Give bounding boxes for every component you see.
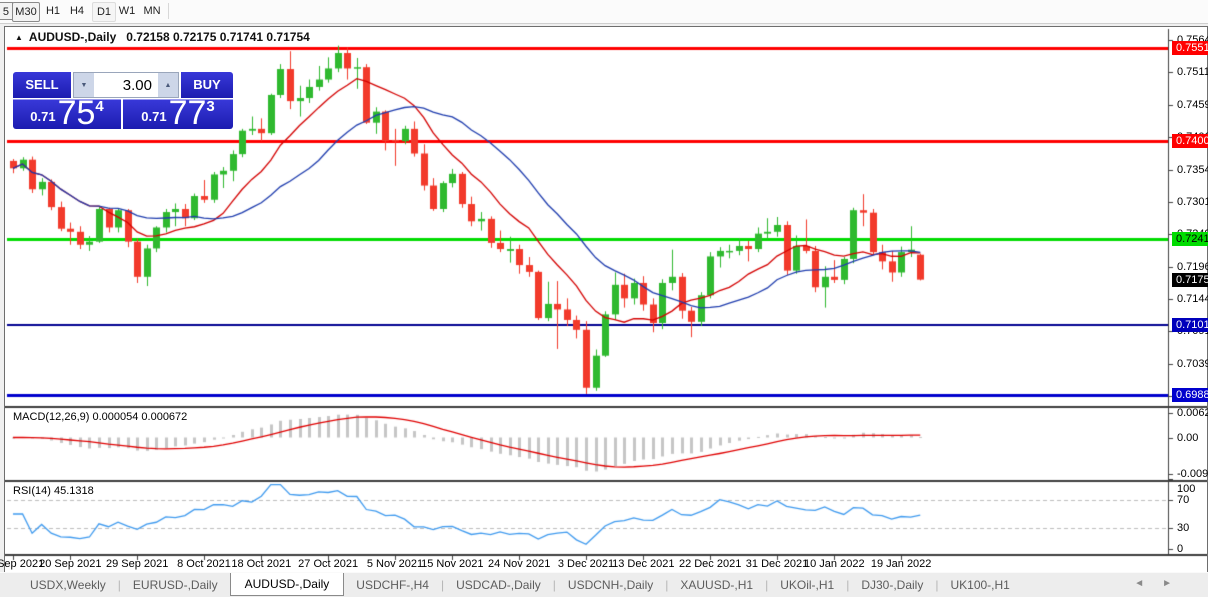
sell-button[interactable]: SELL [13, 72, 71, 98]
tab-separator: | [935, 578, 939, 592]
tab-separator: | [117, 578, 121, 592]
price-badge: 0.69884 [1172, 387, 1208, 402]
date-label[interactable]: 20 Sep 2021 [39, 558, 102, 570]
date-label[interactable]: 18 Oct 2021 [231, 558, 292, 570]
buy-price-sup: 3 [206, 98, 215, 115]
tab-audusd-daily[interactable]: AUDUSD-,Daily [229, 573, 345, 596]
rsi-axis-label: 100 [1177, 483, 1196, 495]
price-badge: 0.74002 [1172, 134, 1208, 149]
scroll-left-icon[interactable]: ◄ [1134, 578, 1163, 589]
tabbar-spacer [0, 573, 18, 574]
date-label[interactable]: 5 Nov 2021 [366, 558, 424, 570]
tab-scroll-arrows[interactable]: ◄► [1134, 578, 1190, 589]
tab-usdcad-daily[interactable]: USDCAD-,Daily [456, 578, 541, 592]
macd-axis-label: 0.006201 [1177, 406, 1208, 419]
tab-separator: | [665, 578, 669, 592]
tab-ukoil-h1[interactable]: UKOil-,H1 [780, 578, 835, 592]
date-label[interactable]: 31 Dec 2021 [745, 558, 809, 570]
timeframe-toolbar: 5 M30 H1 H4 D1 W1 MN [0, 0, 1208, 24]
price-badge: 0.71013 [1172, 318, 1208, 333]
date-label[interactable]: 8 Oct 2021 [177, 558, 231, 570]
date-label[interactable]: 13 Dec 2021 [612, 558, 675, 570]
chart-symbol: AUDUSD-,Daily [28, 30, 117, 44]
price-tick-label: 0.73015 [1177, 195, 1208, 208]
tab-separator: | [552, 578, 556, 592]
tab-separator: | [765, 578, 769, 592]
price-badge: 0.71754 [1172, 272, 1208, 287]
chart-window: ▲ AUDUSD-,Daily 0.72158 0.72175 0.71741 0.… [0, 26, 1208, 573]
tab-uk100-h1[interactable]: UK100-,H1 [950, 578, 1010, 592]
macd-axis-label: -0.00919 [1177, 468, 1208, 481]
tab-usdchf-h4[interactable]: USDCHF-,H4 [356, 578, 429, 592]
tab-usdcnh-daily[interactable]: USDCNH-,Daily [567, 578, 654, 592]
timeframe-button-w1[interactable]: W1 [118, 5, 136, 17]
price-badge: 0.72412 [1172, 232, 1208, 247]
sell-price-big: 75 [57, 94, 96, 132]
date-label[interactable]: 15 Nov 2021 [421, 558, 484, 570]
price-badge: 0.75512 [1172, 40, 1208, 55]
sell-quote-button[interactable]: 0.71 75 4 [13, 94, 121, 132]
sell-price-sup: 4 [95, 98, 104, 115]
macd-label: MACD(12,26,9) 0.000054 0.000672 [13, 411, 188, 423]
tab-xauusd-h1[interactable]: XAUUSD-,H1 [680, 578, 754, 592]
date-label[interactable]: 29 Sep 2021 [105, 558, 169, 570]
date-label[interactable]: 10 Sep 2021 [0, 558, 45, 570]
date-label[interactable]: 22 Dec 2021 [678, 558, 742, 570]
date-label[interactable]: 3 Dec 2021 [557, 558, 615, 570]
price-tick-label: 0.75115 [1177, 66, 1208, 79]
date-label[interactable]: 24 Nov 2021 [487, 558, 551, 570]
date-label[interactable]: 19 Jan 2022 [870, 558, 932, 570]
date-label[interactable]: 10 Jan 2022 [804, 558, 865, 570]
volume-box: ▼ ▲ [73, 72, 179, 98]
buy-price-small: 0.71 [141, 109, 167, 124]
buy-quote-button[interactable]: 0.71 77 3 [123, 94, 233, 132]
triangle-icon[interactable]: ▲ [15, 33, 23, 42]
one-click-trade-panel: SELL ▼ ▲ BUY 0.71 75 4 0.71 77 3 [13, 72, 233, 132]
buy-price-big: 77 [168, 94, 207, 132]
timeframe-button-mn[interactable]: MN [143, 5, 161, 17]
rsi-label: RSI(14) 45.1318 [13, 485, 94, 497]
chart-title: ▲ AUDUSD-,Daily 0.72158 0.72175 0.71741 0.… [15, 30, 310, 44]
timeframe-button-d1[interactable]: D1 [92, 2, 116, 22]
timeframe-button-h1[interactable]: H1 [45, 5, 61, 17]
tab-usdx-weekly[interactable]: USDX,Weekly [30, 578, 106, 592]
toolbar-divider [168, 3, 169, 19]
price-tick-label: 0.71965 [1177, 260, 1208, 273]
rsi-axis-label: 0 [1177, 543, 1184, 555]
volume-increase-button[interactable]: ▲ [158, 73, 178, 97]
tab-dj30-daily[interactable]: DJ30-,Daily [861, 578, 924, 592]
sell-price-small: 0.71 [30, 109, 56, 124]
date-label[interactable]: 27 Oct 2021 [298, 558, 359, 570]
buy-button[interactable]: BUY [181, 72, 233, 98]
volume-input[interactable] [94, 73, 158, 97]
tab-separator: | [846, 578, 850, 592]
scroll-right-icon[interactable]: ► [1162, 578, 1190, 589]
chart-ohlc: 0.72158 0.72175 0.71741 0.71754 [126, 30, 310, 44]
tab-separator: | [440, 578, 445, 592]
volume-decrease-button[interactable]: ▼ [74, 73, 94, 97]
tab-eurusd-daily[interactable]: EURUSD-,Daily [132, 578, 218, 592]
rsi-axis-label: 30 [1177, 522, 1190, 534]
macd-axis-label: 0.00 [1177, 431, 1199, 444]
timeframe-button-m30[interactable]: M30 [12, 2, 40, 22]
timeframe-button-h4[interactable]: H4 [69, 5, 85, 17]
symbol-tab-bar: ◄► USDX,Weekly | EURUSD-,Daily AUDUSD-,Dail… [0, 572, 1208, 597]
rsi-axis-label: 70 [1177, 494, 1190, 506]
